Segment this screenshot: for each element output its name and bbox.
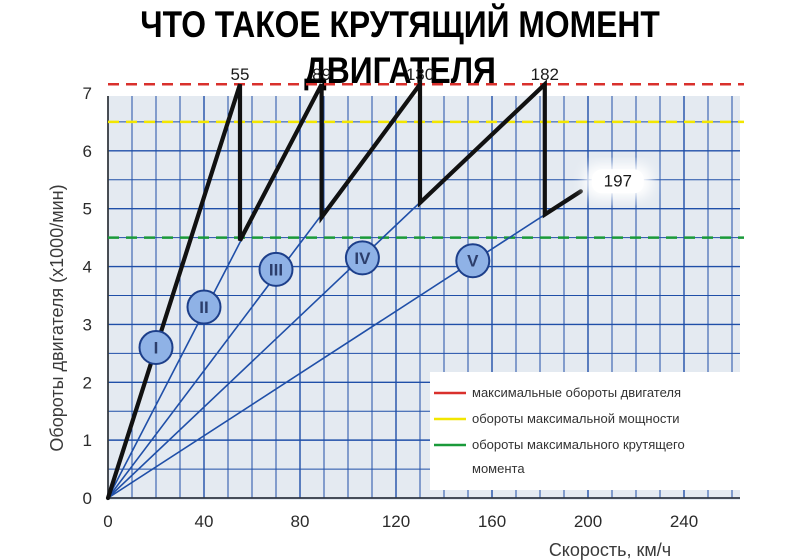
x-tick-label: 240 xyxy=(670,512,698,531)
y-axis-title: Обороты двигателя (x1000/мин) xyxy=(47,184,67,451)
x-tick-label: 200 xyxy=(574,512,602,531)
gear-label-ii: II xyxy=(199,298,208,317)
shift-path-layer xyxy=(105,77,583,501)
gear-label-i: I xyxy=(154,339,159,358)
point-label-box xyxy=(591,169,644,194)
y-tick-label: 4 xyxy=(83,258,92,277)
gear-label-v: V xyxy=(467,252,479,271)
page-title: ЧТО ТАКОЕ КРУТЯЩИЙ МОМЕНТ ДВИГАТЕЛЯ xyxy=(140,4,660,91)
gear-circle-i xyxy=(138,330,174,366)
gear-circle-v xyxy=(455,243,491,279)
gear-circle-iv xyxy=(344,240,380,276)
y-tick-label: 5 xyxy=(83,200,92,219)
x-tick-label: 80 xyxy=(291,512,310,531)
shift-path xyxy=(105,77,583,501)
y-tick-label: 7 xyxy=(83,84,92,103)
legend-entry-label: максимальные обороты двигателя xyxy=(472,385,681,400)
tick-labels: 0 40 80 120 160 200 240 0 1 2 3 4 5 6 7 xyxy=(83,84,699,531)
x-tick-label: 120 xyxy=(382,512,410,531)
gear-circle-iii xyxy=(258,251,294,287)
y-tick-label: 0 xyxy=(83,489,92,508)
y-tick-label: 1 xyxy=(83,431,92,450)
top-speed-label: 55 xyxy=(231,65,250,84)
x-axis-title: Скорость, км/ч xyxy=(549,540,671,560)
gear-circle-ii xyxy=(186,289,222,325)
legend-entry-label: обороты максимальной мощности xyxy=(472,411,680,426)
legend-entry-line: момента xyxy=(472,461,525,476)
reference-lines xyxy=(108,83,744,239)
gear-label-iii: III xyxy=(269,260,283,279)
top-speed-labels: 55 89 130 182 197 xyxy=(231,65,652,199)
top-speed-label: 182 xyxy=(531,65,559,84)
x-tick-label: 0 xyxy=(103,512,112,531)
top-speed-label: 89 xyxy=(312,65,331,84)
legend: максимальные обороты двигателя обороты ма… xyxy=(430,372,760,490)
top-speed-label: 130 xyxy=(406,65,434,84)
y-tick-label: 2 xyxy=(83,373,92,392)
y-tick-label: 3 xyxy=(83,315,92,334)
gear-line-v xyxy=(107,190,582,499)
legend-entry-line: обороты максимального крутящего xyxy=(472,437,685,452)
x-tick-label: 160 xyxy=(478,512,506,531)
x-tick-label: 40 xyxy=(195,512,214,531)
point-label-197: 197 xyxy=(604,171,632,190)
gear-label-iv: IV xyxy=(354,249,371,268)
legend-entry-label: обороты максимального крутящего момента xyxy=(472,437,685,476)
y-tick-label: 6 xyxy=(83,142,92,161)
legend-box xyxy=(430,372,760,490)
